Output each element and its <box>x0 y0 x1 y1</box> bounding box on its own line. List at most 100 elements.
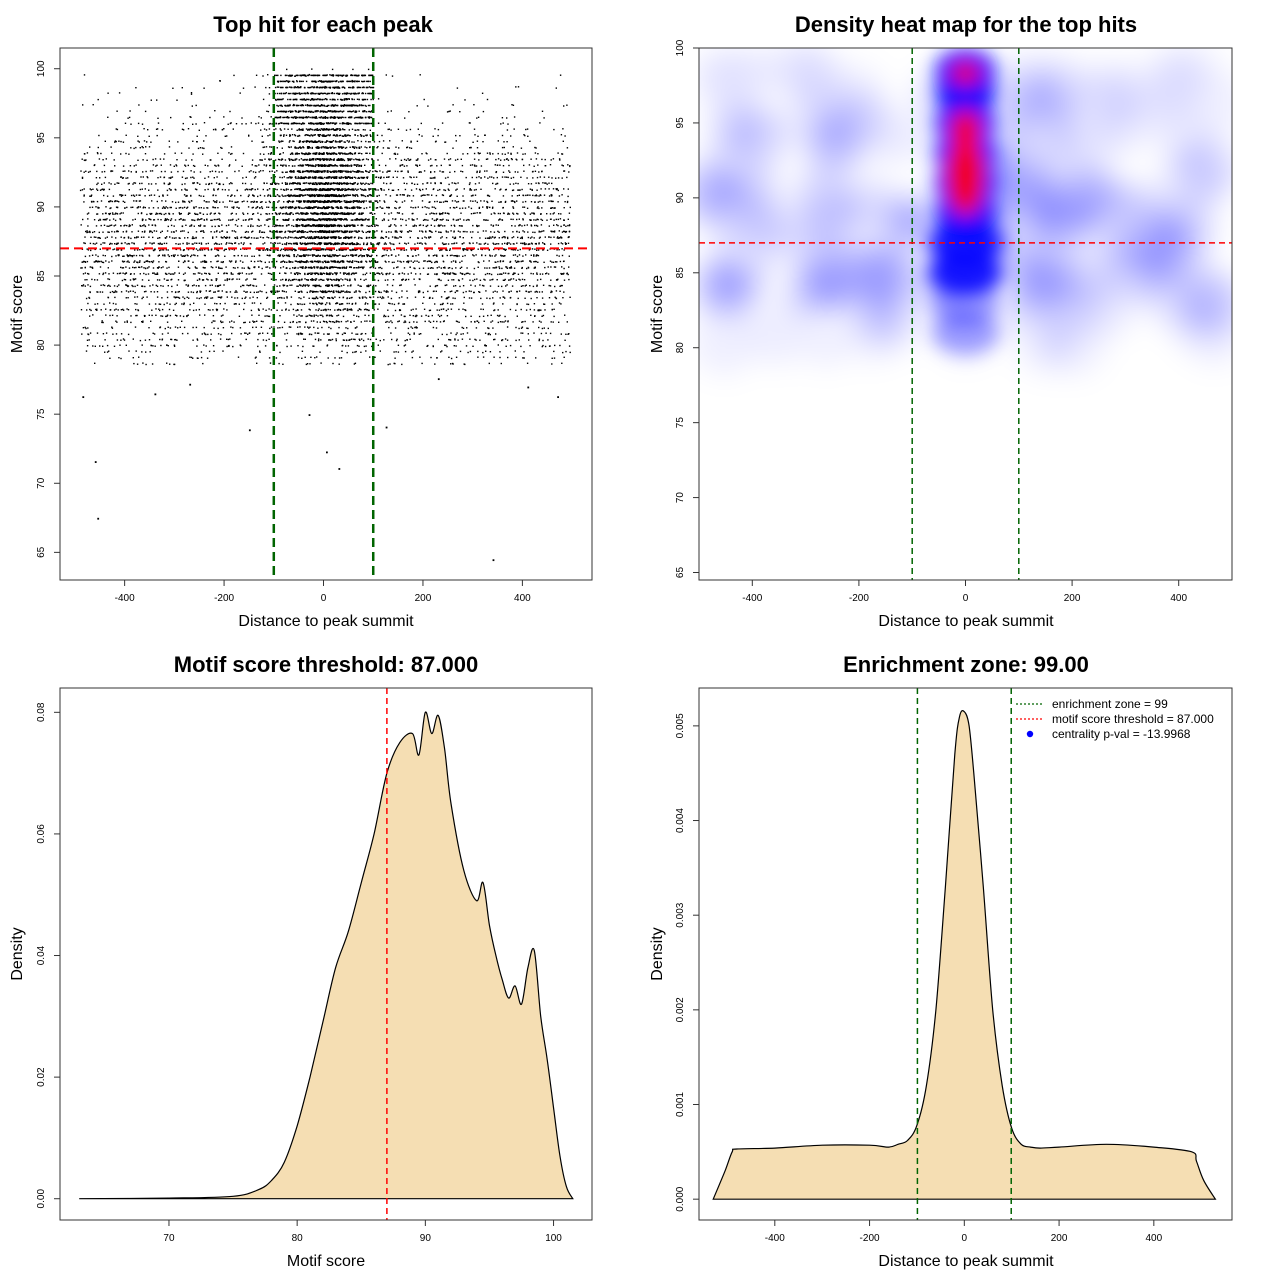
scatter-point <box>388 302 390 304</box>
scatter-point <box>203 267 205 269</box>
scatter-point <box>355 243 358 246</box>
scatter-point <box>117 249 119 251</box>
scatter-point <box>522 218 524 220</box>
scatter-point <box>447 219 449 221</box>
scatter-point <box>142 171 144 173</box>
scatter-point <box>468 206 470 208</box>
scatter-point <box>253 285 255 287</box>
scatter-point <box>481 303 484 305</box>
scatter-point <box>334 279 336 281</box>
scatter-point <box>130 194 133 197</box>
scatter-point <box>323 333 325 335</box>
scatter-point <box>414 315 417 317</box>
scatter-point <box>116 285 119 288</box>
scatter-point <box>486 98 489 101</box>
scatter-point <box>424 218 426 221</box>
scatter-point <box>224 189 226 191</box>
scatter-point <box>317 327 319 329</box>
scatter-point <box>129 165 132 167</box>
scatter-point <box>274 188 276 190</box>
scatter-point <box>460 225 462 227</box>
scatter-point <box>326 321 328 324</box>
scatter-point <box>519 279 521 281</box>
scatter-point <box>126 284 128 287</box>
scatter-point <box>221 188 224 191</box>
scatter-point <box>191 219 193 221</box>
scatter-point <box>188 200 190 203</box>
scatter-point <box>256 206 259 208</box>
scatter-point <box>210 219 212 221</box>
scatter-point <box>87 272 89 275</box>
scatter-point <box>250 189 252 191</box>
scatter-point <box>541 201 544 203</box>
scatter-point <box>395 230 398 232</box>
scatter-point <box>529 194 531 196</box>
scatter-point <box>250 243 252 245</box>
scatter-point <box>102 218 105 221</box>
scatter-point <box>116 321 118 323</box>
scatter-point <box>374 356 376 358</box>
scatter-point <box>560 213 562 215</box>
scatter-point <box>177 201 180 203</box>
scatter-point <box>515 158 517 160</box>
scatter-point <box>207 188 209 191</box>
scatter-point <box>127 285 130 287</box>
scatter-point <box>204 297 206 299</box>
scatter-point <box>364 320 366 322</box>
scatter-point <box>563 207 565 209</box>
scatter-point <box>452 260 455 262</box>
scatter-point <box>559 290 561 292</box>
scatter-point <box>153 230 155 232</box>
scatter-point <box>211 170 214 172</box>
scatter-point <box>421 206 424 209</box>
scatter-point <box>196 219 199 221</box>
scatter-point <box>427 219 429 221</box>
scatter-point <box>263 182 265 184</box>
scatter-point <box>478 207 480 209</box>
scatter-point <box>320 362 322 364</box>
scatter-point <box>242 87 245 89</box>
scatter-point <box>169 236 171 238</box>
scatter-point <box>330 266 332 269</box>
scatter-point <box>454 236 457 238</box>
scatter-point <box>536 207 539 209</box>
scatter-point <box>551 182 553 185</box>
scatter-point <box>139 200 142 202</box>
scatter-point <box>531 236 533 238</box>
scatter-point <box>327 308 329 311</box>
scatter-point <box>391 189 394 191</box>
scatter-point <box>111 326 113 328</box>
scatter-point <box>276 309 278 311</box>
scatter-point <box>215 201 218 204</box>
scatter-point <box>144 110 147 113</box>
scatter-point <box>428 320 430 322</box>
scatter-point <box>162 195 164 197</box>
scatter-point <box>228 345 230 347</box>
scatter-point <box>221 129 224 131</box>
scatter-point <box>288 92 290 95</box>
scatter-point <box>537 249 540 251</box>
scatter-point <box>196 135 198 137</box>
scatter-point <box>194 188 197 190</box>
scatter-point <box>98 231 100 234</box>
scatter-point <box>182 207 184 209</box>
scatter-point <box>448 356 450 358</box>
scatter-point <box>102 261 105 264</box>
scatter-point <box>397 170 399 173</box>
scatter-point <box>103 182 105 184</box>
scatter-point <box>312 345 314 347</box>
scatter-point <box>388 128 390 130</box>
scatter-point <box>567 164 569 166</box>
scatter-point <box>399 260 401 263</box>
scatter-point <box>196 297 198 299</box>
scatter-point <box>128 225 130 228</box>
scatter-point <box>396 212 399 214</box>
scatter-point <box>530 224 532 226</box>
scatter-point <box>294 290 296 292</box>
scatter-point <box>161 207 164 209</box>
scatter-point <box>521 321 523 323</box>
scatter-point <box>344 291 346 293</box>
scatter-point <box>402 177 405 179</box>
scatter-point <box>267 194 270 196</box>
scatter-point <box>117 309 119 311</box>
